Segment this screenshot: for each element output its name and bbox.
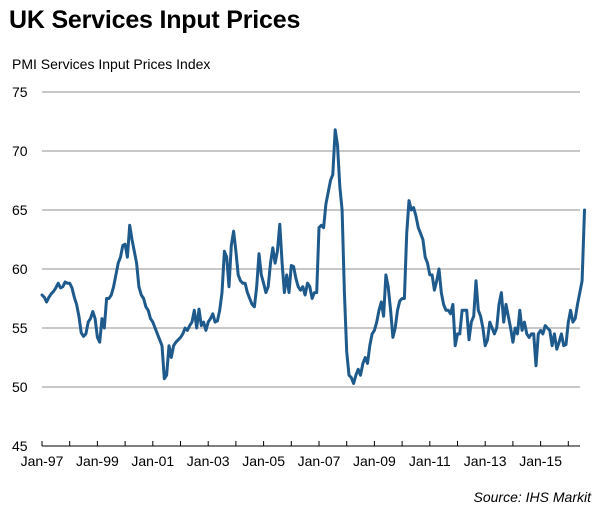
y-axis-label: PMI Services Input Prices Index — [12, 56, 211, 72]
gridlines — [42, 91, 580, 388]
x-tick-label: Jan-03 — [187, 453, 230, 469]
y-tick-label: 45 — [12, 438, 28, 454]
x-tick-label: Jan-97 — [21, 453, 64, 469]
y-tick-label: 50 — [12, 379, 28, 395]
x-tick-label: Jan-09 — [353, 453, 396, 469]
series-layer — [40, 128, 586, 385]
x-tick-label: Jan-07 — [298, 453, 341, 469]
y-tick-label: 60 — [12, 261, 28, 277]
source-note: Source: IHS Markit — [473, 489, 591, 505]
x-tick-label: Jan-13 — [464, 453, 507, 469]
x-tick-label: Jan-05 — [242, 453, 285, 469]
y-tick-label: 70 — [12, 143, 28, 159]
x-tick-label: Jan-15 — [519, 453, 562, 469]
y-axis-ticks: 45 50 55 60 65 70 75 — [12, 84, 28, 454]
x-tick-label: Jan-99 — [76, 453, 119, 469]
y-tick-label: 55 — [12, 320, 28, 336]
y-tick-label: 75 — [12, 84, 28, 100]
y-tick-label: 65 — [12, 202, 28, 218]
series-points — [42, 130, 585, 384]
x-tick-label: Jan-11 — [409, 453, 451, 469]
x-axis: Jan-97 Jan-99 Jan-01 Jan-03 Jan-05 Jan-07 Jan-… — [21, 441, 580, 469]
series-line — [40, 128, 586, 385]
chart-title: UK Services Input Prices — [9, 6, 301, 34]
x-tick-label: Jan-01 — [131, 453, 174, 469]
